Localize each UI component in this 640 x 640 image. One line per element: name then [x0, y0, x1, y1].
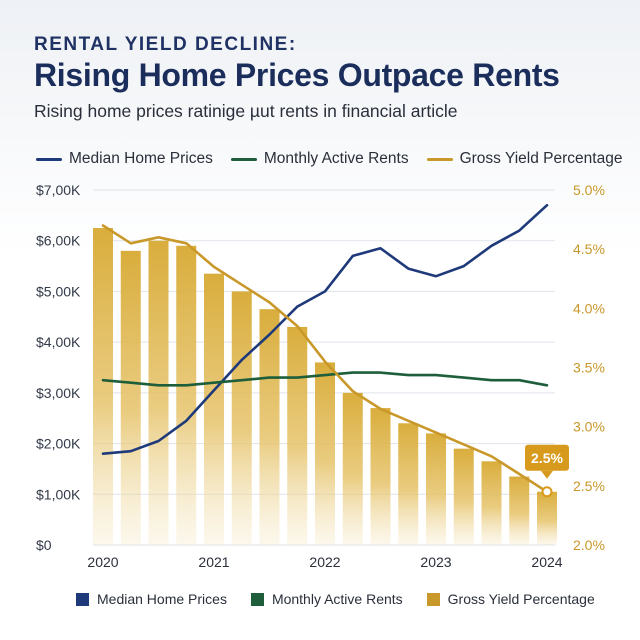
y-right-tick-label: 4.5%: [573, 241, 605, 257]
legend-bottom-item-yield: Gross Yield Percentage: [426, 591, 595, 607]
chart-title: Rising Home Prices Outpace Rents: [34, 57, 560, 93]
y-left-tick-label: $6,00K: [36, 233, 81, 249]
legend-item-home-prices: Median Home Prices: [36, 150, 213, 168]
chart-subtitle: Rising home prices ratinige µut rents in…: [34, 101, 458, 121]
y-right-tick-label: 3.5%: [573, 360, 605, 376]
legend-bottom-label-yield: Gross Yield Percentage: [447, 591, 595, 607]
bar: [426, 433, 446, 545]
y-left-tick-label: $5,00K: [36, 283, 81, 299]
legend-label-rents: Monthly Active Rents: [263, 150, 409, 167]
median-home-prices-line: [101, 203, 549, 456]
monthly-active-rents-line: [101, 371, 549, 387]
y-right-tick-label: 2.5%: [573, 478, 605, 494]
bar: [315, 362, 335, 545]
legend-swatch-home-prices: [36, 157, 62, 161]
chart-kicker: RENTAL YIELD DECLINE:: [34, 34, 297, 55]
legend-swatch-rents: [230, 157, 257, 161]
legend-bottom-label-rents: Monthly Active Rents: [271, 591, 403, 607]
legend-bottom-item-rents: Monthly Active Rents: [250, 591, 403, 607]
legend-item-rents: Monthly Active Rents: [230, 150, 409, 168]
bar: [370, 408, 391, 545]
gross-yield-percentage-line: [101, 224, 549, 494]
bar: [148, 240, 169, 545]
y-left-tick-label: $0: [36, 537, 52, 553]
x-tick-label: 2024: [531, 554, 562, 570]
bar: [120, 250, 141, 545]
y-right-tick-label: 3.0%: [573, 419, 605, 435]
legend-swatch-yield: [426, 157, 453, 161]
bar: [509, 476, 530, 545]
x-tick-label: 2023: [420, 554, 451, 570]
bar: [287, 326, 308, 545]
legend-bottom-swatch-rents: [250, 592, 264, 606]
x-tick-label: 2021: [198, 554, 229, 570]
bar: [398, 423, 419, 545]
annotation-pointer: [541, 470, 553, 479]
bar: [481, 461, 502, 545]
bar: [453, 448, 474, 545]
y-right-tick-label: 5.0%: [573, 182, 605, 198]
bar: [176, 245, 197, 546]
annotation-label: 2.5%: [531, 450, 563, 466]
legend-bottom-item-home-prices: Median Home Prices: [76, 591, 227, 607]
bar: [231, 291, 252, 545]
y-left-tick-label: $4,00K: [36, 334, 81, 350]
bar: [93, 228, 113, 546]
bar: [342, 392, 363, 545]
x-tick-label: 2020: [87, 554, 118, 570]
legend-bottom-label-home-prices: Median Home Prices: [97, 591, 227, 607]
legend-label-home-prices: Median Home Prices: [69, 150, 213, 167]
y-left-tick-label: $7,00K: [36, 182, 81, 198]
legend-bottom-swatch-yield: [426, 592, 440, 606]
bar: [204, 273, 224, 545]
annotation-marker: [541, 486, 553, 498]
bar: [259, 309, 280, 545]
y-right-tick-label: 4.0%: [573, 300, 605, 316]
legend-label-yield: Gross Yield Percentage: [459, 150, 623, 167]
y-left-tick-label: $1,00K: [36, 486, 81, 502]
y-right-tick-label: 2.0%: [573, 537, 605, 553]
y-left-tick-label: $3,00K: [36, 385, 81, 401]
y-left-tick-label: $2,00K: [36, 436, 81, 452]
bar: [537, 491, 557, 545]
x-tick-label: 2022: [309, 554, 340, 570]
legend-bottom: Median Home Prices Monthly Active Rents …: [76, 591, 595, 607]
legend-item-yield: Gross Yield Percentage: [426, 150, 623, 168]
annotation-box: [525, 444, 569, 471]
legend-top: Median Home Prices Monthly Active Rents …: [36, 150, 622, 168]
legend-bottom-swatch-home-prices: [76, 592, 89, 606]
